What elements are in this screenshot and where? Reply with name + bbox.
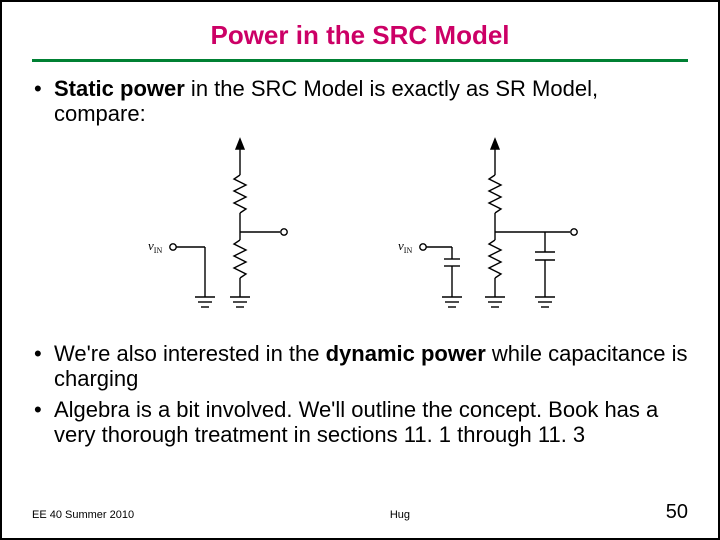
circuit-diagrams: vIN — [32, 137, 688, 327]
bullet-2-bold: dynamic power — [326, 341, 486, 366]
circuit-sr: vIN — [130, 137, 310, 327]
slide: Power in the SRC Model Static power in t… — [2, 2, 718, 538]
circuit-src: vIN — [390, 137, 590, 327]
title-underline — [32, 59, 688, 62]
bullet-2-pre: We're also interested in the — [54, 341, 326, 366]
slide-footer: EE 40 Summer 2010 Hug 50 — [32, 501, 688, 524]
footer-right: Hug — [390, 509, 410, 521]
page-number: 50 — [666, 501, 688, 524]
bullet-2: We're also interested in the dynamic pow… — [32, 341, 688, 392]
bullet-1: Static power in the SRC Model is exactly… — [32, 76, 688, 127]
bullet-1-bold: Static power — [54, 76, 185, 101]
bullet-3: Algebra is a bit involved. We'll outline… — [32, 397, 688, 448]
vin-label-right: vIN — [398, 238, 412, 255]
vin-label-left: vIN — [148, 238, 162, 255]
slide-title: Power in the SRC Model — [32, 20, 688, 59]
footer-left: EE 40 Summer 2010 — [32, 509, 134, 521]
